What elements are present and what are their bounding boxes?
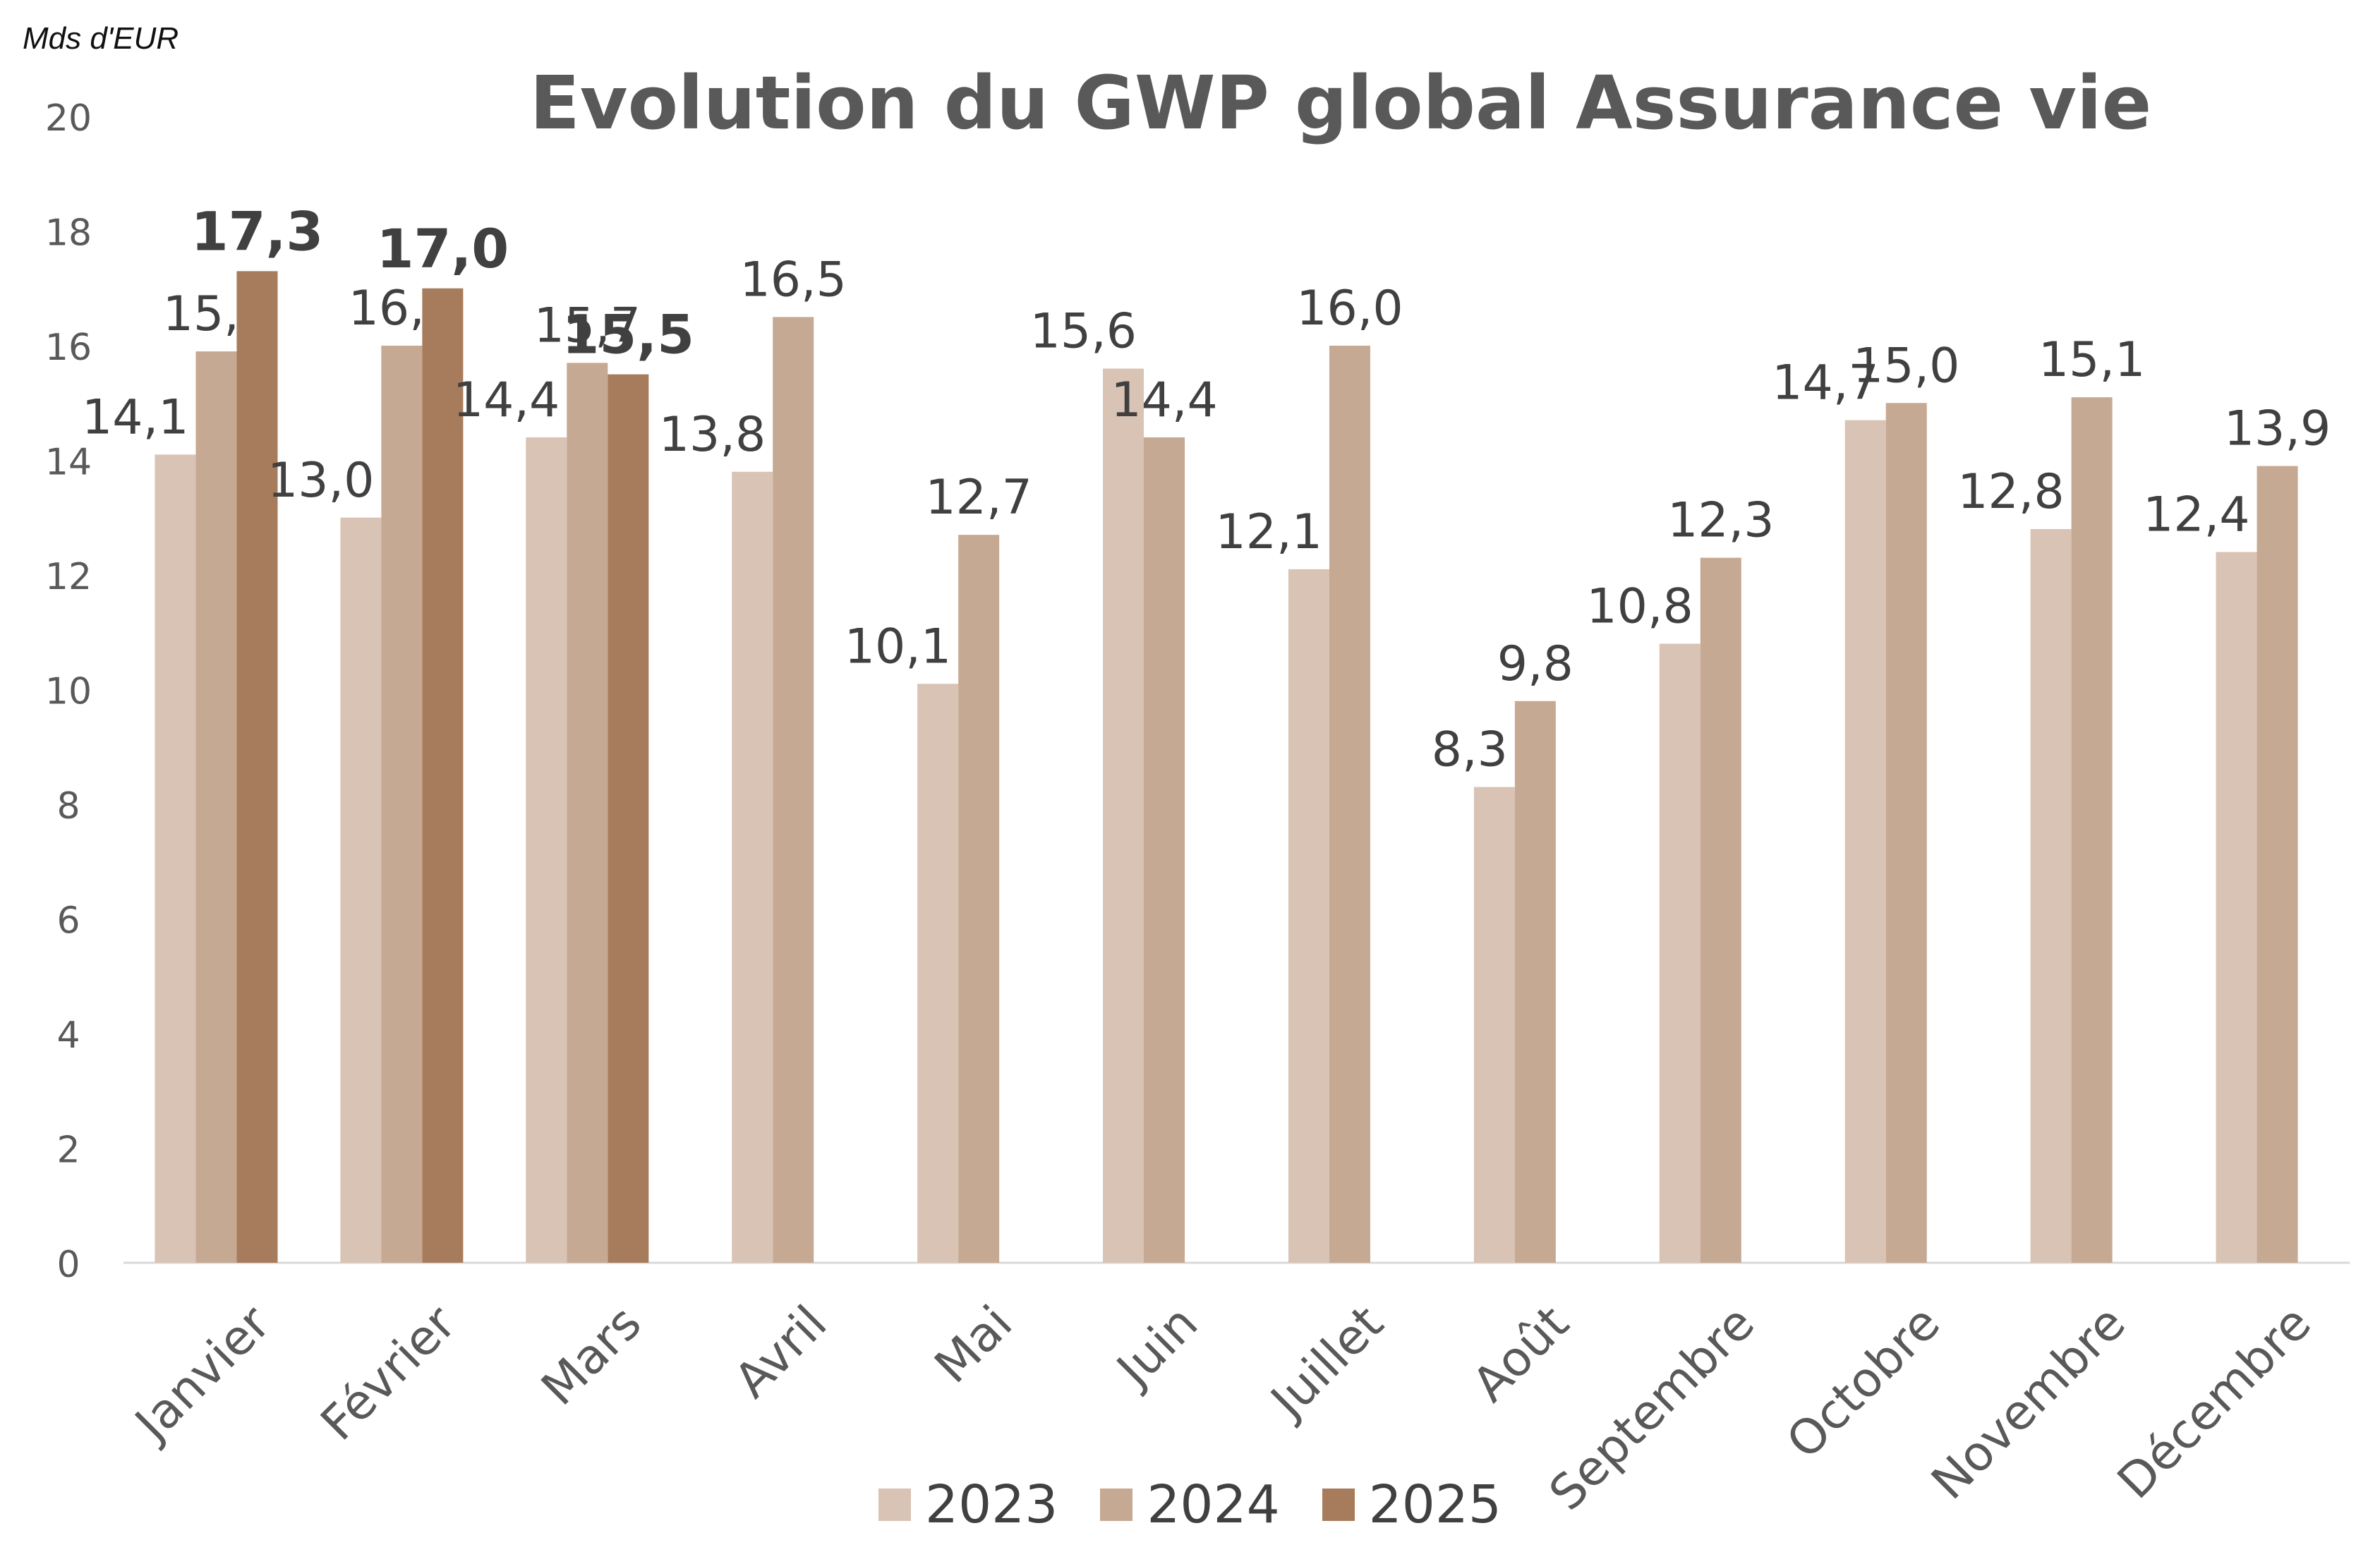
bar-2024 xyxy=(2257,466,2298,1263)
y-tick-label: 0 xyxy=(56,1244,80,1286)
data-label-2023: 14,4 xyxy=(453,372,560,428)
data-label-2023: 12,1 xyxy=(1216,504,1322,560)
data-label-2024: 13,9 xyxy=(2224,401,2331,457)
legend-item-2024: 2024 xyxy=(1100,1474,1280,1535)
bar-2023 xyxy=(1844,420,1886,1263)
data-label-2025: 17,3 xyxy=(191,200,324,262)
bar-2024 xyxy=(1329,346,1370,1263)
bar-2023 xyxy=(917,684,959,1263)
legend-swatch-2024 xyxy=(1100,1489,1133,1521)
data-label-2024: 12,3 xyxy=(1667,493,1774,549)
y-tick-label: 16 xyxy=(45,327,92,369)
x-tick-label: Janvier xyxy=(123,1295,282,1453)
bar-2023 xyxy=(1473,787,1515,1263)
bar-2024 xyxy=(1700,557,1741,1263)
chart-title: Evolution du GWP global Assurance vie xyxy=(529,60,2152,146)
bar-2025 xyxy=(422,288,464,1263)
bar-2025 xyxy=(236,271,278,1263)
y-tick-label: 10 xyxy=(45,671,92,713)
y-tick-label: 2 xyxy=(56,1129,80,1172)
bar-2023 xyxy=(526,437,567,1263)
x-tick-label: Mars xyxy=(531,1295,653,1417)
legend-item-2023: 2023 xyxy=(878,1474,1058,1535)
x-tick-label: Octobre xyxy=(1776,1295,1950,1469)
x-tick-label: Juin xyxy=(1105,1295,1209,1399)
bar-2024 xyxy=(1514,701,1556,1263)
data-label-2025: 15,5 xyxy=(562,303,695,366)
y-tick-label: 14 xyxy=(45,442,92,484)
x-tick-label: Avril xyxy=(724,1295,838,1409)
bar-2023 xyxy=(340,517,382,1263)
data-label-2023: 14,7 xyxy=(1772,356,1878,411)
legend-swatch-2025 xyxy=(1322,1489,1355,1521)
bar-2024 xyxy=(381,346,423,1263)
bar-2023 xyxy=(1103,368,1144,1263)
legend-label-2024: 2024 xyxy=(1147,1474,1280,1535)
data-label-2024: 16,5 xyxy=(740,252,847,308)
data-label-2024: 14,4 xyxy=(1111,372,1217,428)
bar-2023 xyxy=(1659,643,1701,1263)
y-tick-label: 20 xyxy=(45,97,92,140)
data-label-2023: 13,0 xyxy=(267,453,374,509)
bar-2023 xyxy=(155,454,196,1263)
y-tick-label: 18 xyxy=(45,212,92,255)
x-tick-label: Juillet xyxy=(1259,1295,1394,1431)
bar-2023 xyxy=(732,471,773,1263)
bar-2024 xyxy=(958,535,1000,1263)
legend: 2023 2024 2025 xyxy=(0,1474,2380,1535)
unit-label: Mds d'EUR xyxy=(23,21,179,56)
y-tick-label: 8 xyxy=(56,785,80,827)
bar-2023 xyxy=(2030,529,2072,1263)
y-tick-label: 12 xyxy=(45,556,92,598)
bar-2024 xyxy=(1144,437,1185,1263)
bar-2023 xyxy=(2216,552,2257,1263)
data-label-2024: 12,7 xyxy=(925,470,1032,526)
bar-2024 xyxy=(195,351,237,1263)
legend-label-2023: 2023 xyxy=(925,1474,1058,1535)
data-label-2023: 10,1 xyxy=(845,619,951,674)
data-label-2024: 9,8 xyxy=(1497,636,1573,692)
legend-swatch-2023 xyxy=(878,1489,911,1521)
data-label-2024: 15,0 xyxy=(1853,338,1959,394)
data-label-2025: 17,0 xyxy=(377,217,509,280)
bar-2024 xyxy=(1885,403,1927,1263)
data-label-2023: 10,8 xyxy=(1586,579,1693,635)
bar-2023 xyxy=(1288,569,1329,1263)
bar-2025 xyxy=(608,374,649,1263)
data-label-2024: 15,7 xyxy=(534,298,641,353)
data-label-2024: 15,1 xyxy=(2038,332,2145,388)
legend-label-2025: 2025 xyxy=(1368,1474,1502,1535)
bar-2024 xyxy=(773,317,814,1263)
x-tick-label: Août xyxy=(1462,1295,1580,1413)
data-label-2023: 8,3 xyxy=(1432,722,1508,778)
data-label-2024: 16,0 xyxy=(1296,281,1403,337)
data-label-2023: 12,8 xyxy=(1957,464,2064,520)
x-tick-label: Février xyxy=(310,1295,466,1451)
y-tick-label: 4 xyxy=(56,1014,80,1057)
y-tick-label: 6 xyxy=(56,900,80,942)
bar-2024 xyxy=(2071,397,2113,1263)
data-label-2023: 12,4 xyxy=(2143,487,2249,543)
data-label-2023: 15,6 xyxy=(1030,304,1137,360)
legend-item-2025: 2025 xyxy=(1322,1474,1502,1535)
bar-2024 xyxy=(567,363,608,1263)
data-label-2023: 13,8 xyxy=(659,407,766,463)
x-tick-label: Mai xyxy=(924,1295,1023,1394)
data-label-2023: 14,1 xyxy=(82,389,188,445)
